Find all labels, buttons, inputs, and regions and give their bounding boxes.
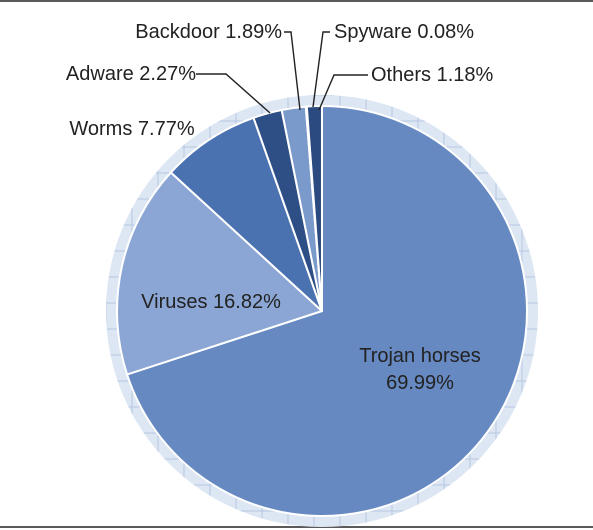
leader-line-adware — [196, 73, 271, 114]
slice-label-trojan-horses: Trojan horses 69.99% — [359, 345, 481, 394]
slice-label-adware: Adware 2.27% — [66, 63, 196, 85]
pie-slice-others — [305, 105, 323, 312]
slice-label-line: Spyware 0.08% — [334, 21, 474, 43]
leader-line-spyware — [312, 31, 330, 108]
pie-slice-trojan-horses — [126, 105, 528, 517]
slice-label-spyware: Spyware 0.08% — [334, 21, 474, 43]
slice-label-line: Trojan horses — [359, 345, 481, 367]
leader-line-others — [318, 74, 368, 111]
slice-label-line: Backdoor 1.89% — [135, 21, 282, 43]
slice-label-viruses: Viruses 16.82% — [141, 291, 281, 313]
slice-label-backdoor: Backdoor 1.89% — [135, 21, 282, 43]
leader-line-backdoor — [284, 31, 301, 111]
slice-label-line: 69.99% — [386, 372, 454, 394]
slice-label-line: Worms 7.77% — [69, 118, 194, 140]
slice-label-line: Adware 2.27% — [66, 63, 196, 85]
slice-label-worms: Worms 7.77% — [69, 118, 194, 140]
slice-label-line: Others 1.18% — [371, 64, 494, 86]
pie-slice-viruses — [116, 171, 323, 376]
slice-label-others: Others 1.18% — [371, 64, 494, 86]
pie-slice-worms — [169, 116, 323, 312]
slice-label-line: Viruses 16.82% — [141, 291, 281, 313]
